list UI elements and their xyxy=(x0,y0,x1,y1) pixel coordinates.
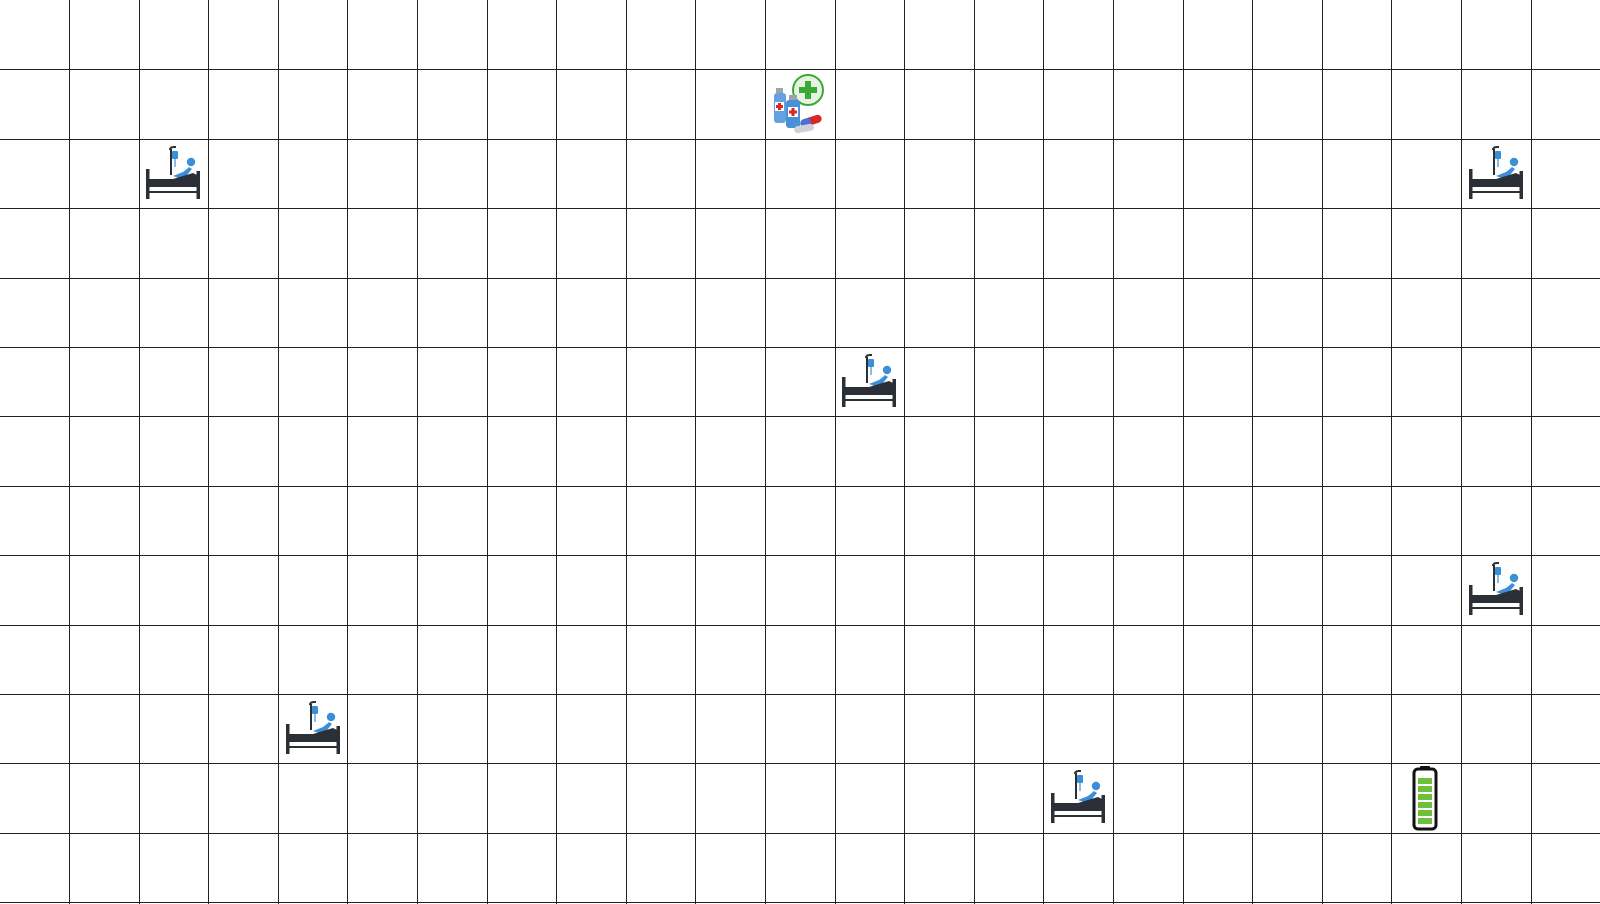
medicine-bottles-icon xyxy=(770,73,830,135)
hospital-bed-patient-icon xyxy=(839,353,899,411)
battery-full-icon xyxy=(1408,765,1444,831)
patient-cell xyxy=(838,351,900,413)
patient-cell xyxy=(1047,767,1109,829)
hospital-bed-patient-icon xyxy=(1048,769,1108,827)
patient-cell xyxy=(1465,143,1527,205)
battery-cell xyxy=(1395,765,1457,831)
patient-cell xyxy=(282,698,344,760)
patient-cell xyxy=(142,143,204,205)
hospital-bed-patient-icon xyxy=(143,145,203,203)
patient-cell xyxy=(1465,559,1527,621)
medicine-station-cell xyxy=(769,73,831,135)
hospital-bed-patient-icon xyxy=(1466,145,1526,203)
hospital-bed-patient-icon xyxy=(283,700,343,758)
hospital-bed-patient-icon xyxy=(1466,561,1526,619)
